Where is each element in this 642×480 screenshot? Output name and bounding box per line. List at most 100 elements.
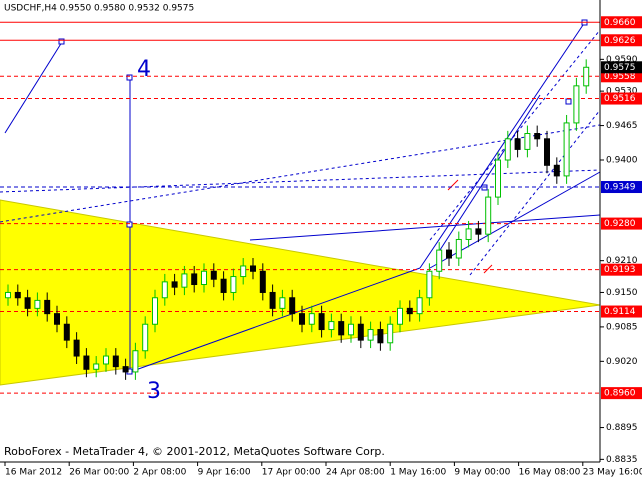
candle-body (14, 291, 21, 299)
x-tick-label: 1 May 16:00 (390, 468, 446, 478)
x-tick-label: 26 Mar 00:00 (69, 468, 129, 478)
candle-body (230, 276, 237, 293)
candle-body (181, 273, 188, 288)
level-label: 0.9626 (604, 36, 636, 46)
candle-body (465, 228, 472, 240)
y-tick-label: 0.8835 (606, 455, 638, 465)
wave-label: 4 (137, 57, 151, 82)
candle-body (524, 133, 531, 150)
candle-body (377, 329, 384, 344)
x-tick-label: 24 Apr 08:00 (326, 468, 385, 478)
candle-body (210, 270, 217, 280)
candle-body (426, 270, 433, 299)
candle-body (504, 138, 511, 161)
chart-title: USDCHF,H4 0.9550 0.9580 0.9532 0.9575 (4, 4, 194, 14)
x-tick-label: 9 Apr 16:00 (198, 468, 251, 478)
level-label: 0.9516 (604, 94, 636, 104)
wave-line (419, 21, 586, 269)
y-tick-label: 0.9465 (606, 121, 638, 131)
y-tick-label: 0.8895 (606, 423, 638, 433)
candle-body (367, 329, 374, 341)
level-label: 0.9660 (604, 18, 636, 28)
channel-line (0, 124, 601, 223)
level-tag (601, 181, 642, 194)
candle-body (544, 138, 550, 166)
candle-body (122, 366, 129, 373)
level-label: 0.9558 (604, 72, 636, 82)
candle-body (269, 291, 276, 309)
candle-body (34, 299, 41, 309)
candle-body (446, 249, 452, 259)
candle-body (387, 323, 394, 344)
candle-body (103, 355, 109, 365)
candle-body (161, 281, 168, 299)
candle-body (436, 249, 443, 272)
y-tick-label: 0.9020 (606, 357, 638, 367)
x-tick-label: 9 May 00:00 (454, 468, 510, 478)
y-tick-label: 0.9150 (606, 288, 638, 298)
y-tick-label: 0.9530 (606, 87, 638, 97)
channel-line (469, 109, 601, 276)
anchor (565, 98, 572, 105)
candle-body (338, 321, 345, 336)
candle-body (191, 273, 198, 286)
candle-body (534, 133, 541, 140)
candle-body (495, 159, 501, 198)
last-price-tag (601, 61, 642, 74)
level-tag (601, 16, 642, 29)
level-label: 0.8960 (604, 389, 636, 399)
anchor (58, 38, 65, 45)
level-label: 0.9193 (604, 265, 636, 275)
candle-body (299, 313, 305, 325)
candle-body (406, 307, 413, 315)
candle-body (93, 363, 100, 370)
candle-body (54, 313, 60, 325)
y-tick-label: 0.9210 (606, 256, 638, 266)
candle-body (250, 265, 256, 272)
candle-body (44, 299, 51, 315)
level-label: 0.9349 (604, 183, 636, 193)
candle-body (416, 297, 423, 315)
level-tag (601, 263, 642, 276)
level-tag (601, 92, 642, 105)
level-tag (601, 70, 642, 83)
last-price-label: 0.9575 (604, 63, 636, 73)
x-tick-label: 17 Apr 00:00 (262, 468, 321, 478)
candle-body (357, 323, 364, 341)
wave-label: 3 (147, 379, 161, 404)
x-tick-label: 2 Apr 08:00 (133, 468, 186, 478)
candle-body (289, 297, 296, 315)
candle-body (514, 138, 521, 150)
footer: RoboForex - MetaTrader 4, © 2001-2012, M… (4, 445, 385, 458)
candles (5, 59, 590, 380)
candle-body (348, 323, 354, 336)
wave-line (129, 267, 421, 373)
candle-body (485, 196, 492, 235)
candle-body (475, 228, 482, 235)
y-tick-label: 0.9085 (606, 322, 638, 332)
arrow (483, 264, 493, 274)
candle-body (24, 297, 31, 309)
level-tag (601, 217, 642, 230)
x-tick-label: 16 Mar 2012 (5, 468, 62, 478)
level-label: 0.9280 (604, 219, 636, 229)
candle-body (259, 270, 266, 293)
wave-line (249, 214, 601, 241)
candle-body (240, 265, 247, 278)
level-tag (601, 305, 642, 318)
candle-body (142, 323, 149, 352)
candle-body (63, 323, 70, 341)
candle-body (279, 297, 286, 309)
candle-body (132, 350, 139, 373)
candle-body (112, 355, 119, 368)
x-tick-label: 23 May 16:00 (583, 468, 642, 478)
wave-line (439, 94, 541, 251)
level-tag (601, 387, 642, 400)
candle-body (152, 297, 158, 325)
levels (0, 21, 600, 394)
candle-body (563, 122, 570, 177)
candle-body (83, 355, 90, 370)
y-tick-label: 0.9400 (606, 156, 638, 166)
candle-body (5, 291, 11, 299)
